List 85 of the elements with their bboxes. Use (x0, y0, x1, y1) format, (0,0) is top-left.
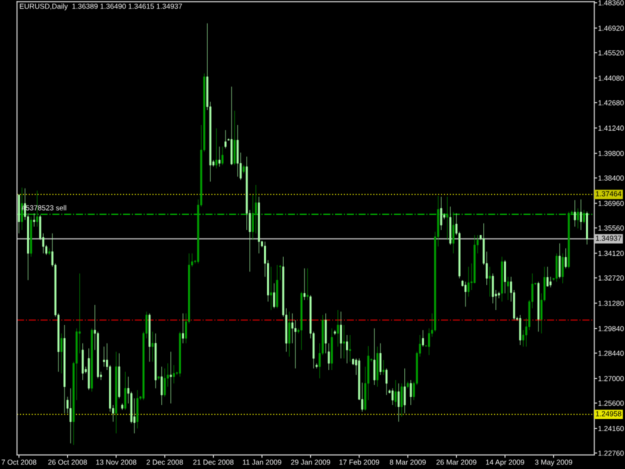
candlestick (170, 351, 172, 404)
candlestick (449, 206, 452, 246)
candlestick (303, 268, 306, 300)
candlestick (464, 281, 467, 307)
candlestick (124, 372, 126, 410)
candlestick (562, 253, 564, 284)
candlestick (30, 216, 32, 257)
candlestick (118, 353, 120, 399)
candlestick (33, 213, 36, 227)
candlestick (152, 331, 154, 362)
candlestick (154, 333, 157, 389)
candlestick (276, 264, 278, 309)
candlestick (422, 330, 424, 347)
candlestick (488, 266, 491, 297)
candlestick (507, 276, 510, 300)
candlestick (586, 211, 588, 245)
candlestick (234, 110, 236, 166)
candlestick (564, 248, 567, 269)
candlestick (103, 346, 106, 367)
candlestick (440, 196, 442, 230)
candlestick (300, 292, 302, 350)
candlestick (218, 146, 220, 167)
candlestick (342, 324, 345, 359)
candlestick (556, 253, 558, 282)
candlestick (60, 333, 62, 374)
candlestick (376, 346, 378, 387)
candlestick (410, 380, 412, 406)
candlestick (537, 281, 540, 332)
candlestick (373, 328, 376, 386)
candlestick (88, 348, 90, 390)
candlestick (346, 334, 348, 364)
candlestick (392, 388, 394, 406)
candlestick (82, 343, 84, 380)
candlestick (394, 380, 397, 408)
candlestick (504, 260, 506, 294)
candlestick (452, 212, 454, 254)
candlestick (558, 243, 561, 279)
candlestick (446, 196, 448, 240)
candlestick (136, 390, 138, 429)
candlestick (398, 383, 400, 422)
candlestick (406, 381, 409, 389)
candlestick (288, 311, 290, 357)
candlestick (580, 199, 582, 230)
candlestick (468, 266, 470, 297)
candlestick (20, 187, 23, 230)
candlestick (90, 328, 93, 392)
candlestick (576, 208, 579, 229)
candlestick (242, 164, 245, 174)
candlestick (70, 388, 72, 444)
candlestick (404, 368, 406, 414)
candlestick (182, 313, 184, 344)
candlestick (115, 351, 118, 434)
candlestick (178, 331, 181, 377)
candlestick (273, 283, 276, 309)
candlestick (574, 200, 576, 227)
candlestick (18, 194, 20, 234)
candlestick (519, 314, 522, 346)
candlestick (336, 310, 339, 347)
candlestick (236, 124, 239, 177)
candlestick (158, 376, 160, 380)
candlestick (330, 328, 333, 370)
candlestick (334, 330, 336, 336)
candlestick (221, 146, 224, 166)
candlestick (258, 196, 260, 254)
candlestick (582, 210, 585, 224)
candlestick (546, 266, 549, 287)
candlestick (172, 364, 175, 384)
candlestick (160, 366, 163, 406)
candlestick (48, 248, 50, 256)
candlestick (340, 311, 342, 359)
candlestick (224, 130, 227, 149)
candlestick (382, 360, 384, 376)
candlestick (148, 313, 151, 362)
candlestick (500, 256, 503, 302)
candlestick (386, 368, 388, 396)
candlestick (400, 383, 403, 417)
candlestick (379, 343, 382, 376)
candlestick (215, 128, 218, 169)
candlestick (306, 268, 309, 300)
candlestick (349, 334, 352, 362)
candlestick (568, 211, 570, 269)
candlestick (270, 266, 272, 310)
candlestick (121, 403, 124, 410)
candlestick (64, 324, 66, 414)
candlestick (230, 86, 233, 166)
